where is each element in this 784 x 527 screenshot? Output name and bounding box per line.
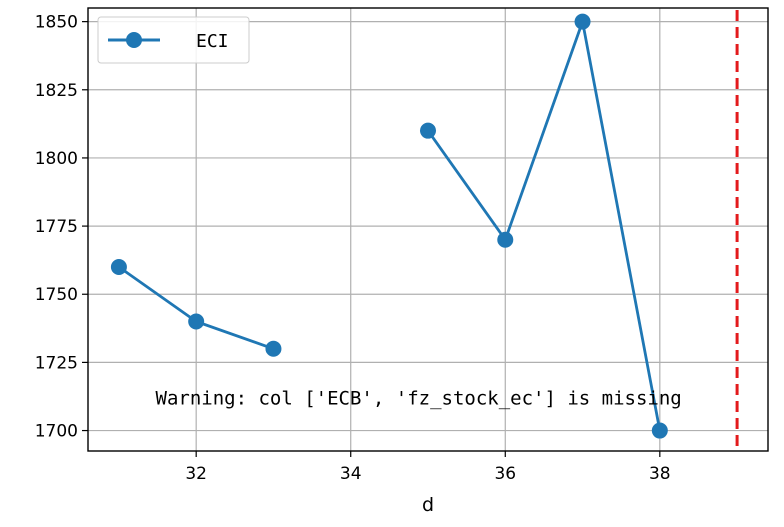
y-tick-label: 1825: [35, 81, 78, 101]
plot-frame: [87, 7, 769, 452]
legend-box: [97, 16, 250, 64]
data-point: [497, 231, 514, 248]
x-tick-label: 38: [649, 464, 671, 484]
data-point: [110, 258, 127, 275]
y-tick-label: 1775: [35, 217, 78, 237]
data-point: [651, 422, 668, 439]
legend-marker-icon: [126, 32, 142, 48]
y-tick-label: 1800: [35, 149, 78, 169]
ticks: 32 34 36 38 1700 1725 1750 1775 1800 1825 1850: [35, 13, 671, 484]
warning-annotation: Warning: col ['ECB', 'fz_stock_ec'] is m…: [156, 387, 682, 409]
legend: ECI: [97, 16, 250, 64]
grid: [88, 8, 768, 451]
x-axis-label: d: [422, 494, 434, 516]
x-tick-label: 32: [185, 464, 207, 484]
series-layer: [110, 13, 668, 439]
y-tick-label: 1725: [35, 353, 78, 373]
x-tick-label: 36: [494, 464, 516, 484]
data-point: [265, 340, 282, 357]
y-tick-label: 1850: [35, 13, 78, 33]
x-tick-label: 34: [340, 464, 362, 484]
series-line-segment: [426, 20, 662, 431]
data-point: [574, 13, 591, 30]
legend-label-eci: ECI: [196, 31, 229, 52]
data-point: [420, 122, 436, 139]
y-tick-label: 1700: [35, 422, 78, 442]
y-tick-label: 1750: [35, 285, 78, 305]
data-point: [188, 313, 205, 330]
